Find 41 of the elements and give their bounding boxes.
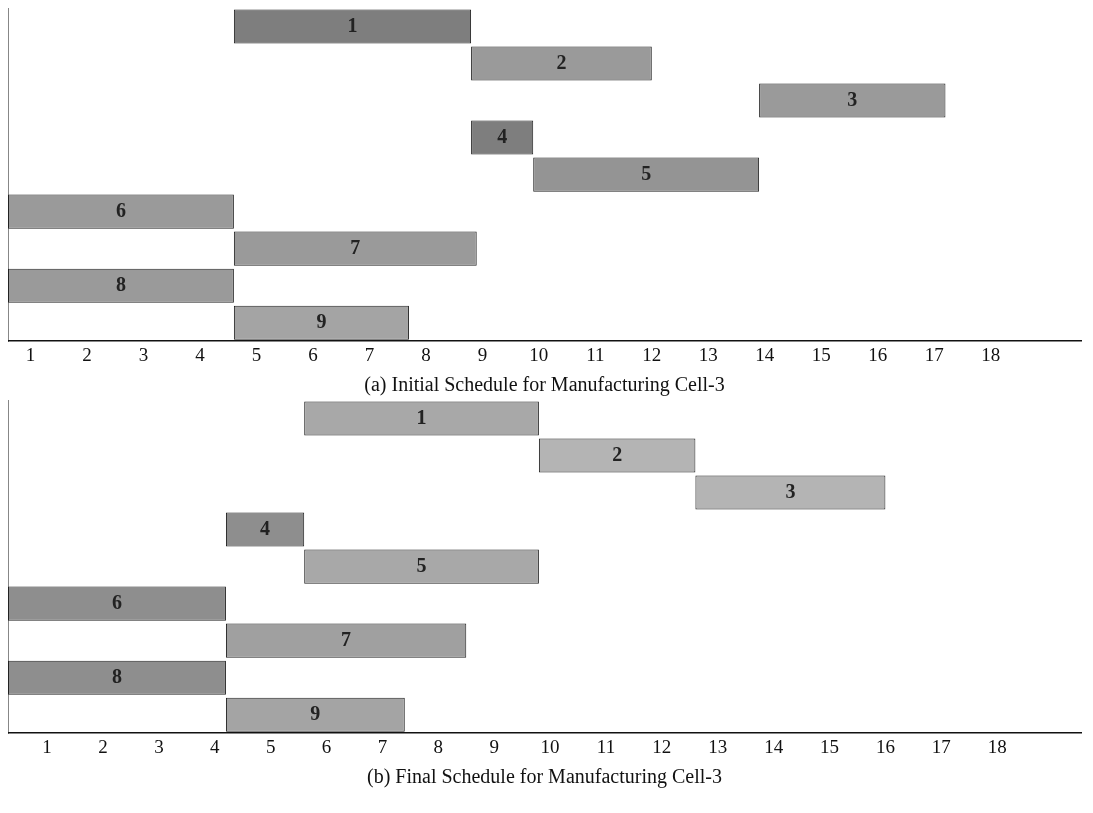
y-tick-label: 6: [115, 198, 126, 221]
text: (b) Final Schedule for Manufacturing Cell-3: [367, 765, 722, 789]
x-tick-label: 17: [924, 343, 944, 365]
x-tick-label: 13: [708, 735, 728, 757]
x-tick-label: 3: [154, 735, 164, 757]
x-tick-label: 4: [195, 343, 206, 365]
x-tick-label: 9: [489, 735, 499, 757]
x-tick-label: 7: [364, 343, 375, 365]
x-tick-label: 15: [811, 343, 831, 365]
x-tick-label: 15: [820, 735, 840, 757]
y-tick-label: 1: [347, 13, 358, 36]
x-tick-label: 16: [868, 343, 888, 365]
x-tick-label: 5: [265, 735, 276, 757]
x-tick-label: 12: [642, 343, 662, 365]
x-tick-label: 11: [596, 735, 616, 757]
x-tick-label: 2: [82, 343, 92, 365]
text: (a) Initial Schedule for Manufacturing Cell-3: [364, 373, 725, 397]
x-tick-label: 3: [138, 343, 149, 365]
x-tick-label: 11: [586, 343, 605, 365]
x-tick-label: 14: [764, 735, 784, 757]
x-tick-label: 1: [25, 343, 36, 365]
x-tick-label: 4: [210, 735, 221, 757]
x-tick-label: 18: [987, 735, 1007, 757]
y-tick-label: 6: [111, 590, 122, 613]
x-tick-label: 5: [251, 343, 262, 365]
x-tick-label: 10: [540, 735, 560, 757]
y-tick-label: 7: [350, 235, 361, 258]
x-tick-label: 9: [477, 343, 488, 365]
x-tick-label: 17: [931, 735, 951, 757]
x-tick-label: 16: [875, 735, 895, 757]
y-tick-label: 8: [111, 664, 122, 687]
x-tick-label: 12: [652, 735, 672, 757]
x-tick-label: 8: [433, 735, 444, 757]
x-tick-label: 18: [981, 343, 1001, 365]
x-tick-label: 14: [755, 343, 775, 365]
x-tick-label: 7: [377, 735, 388, 757]
y-tick-label: 8: [115, 272, 126, 295]
x-tick-label: 1: [42, 735, 52, 757]
y-tick-label: 7: [341, 627, 352, 650]
x-tick-label: 10: [529, 343, 549, 365]
x-tick-label: 13: [698, 343, 718, 365]
